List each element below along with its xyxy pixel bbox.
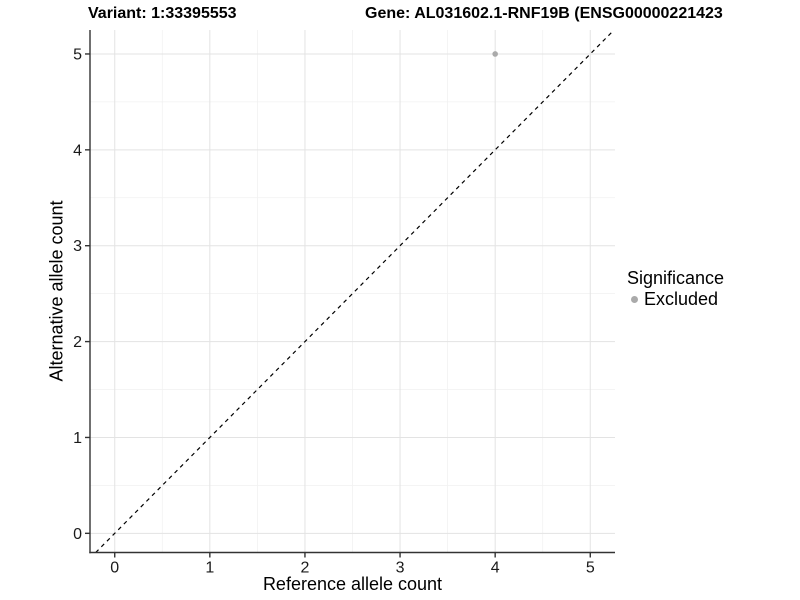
- y-axis-title: Alternative allele count: [46, 200, 67, 382]
- x-tick-label: 5: [586, 560, 595, 577]
- y-tick-label: 3: [73, 238, 82, 255]
- x-tick-label: 1: [205, 560, 214, 577]
- legend-title: Significance: [627, 268, 725, 288]
- y-tick-label: 2: [73, 334, 82, 351]
- x-axis-title: Reference allele count: [262, 574, 443, 594]
- x-tick-label: 0: [110, 560, 119, 577]
- x-tick-label: 3: [396, 560, 405, 577]
- legend-item-label: Excluded: [644, 289, 719, 309]
- x-tick-label: 2: [300, 560, 309, 577]
- legend-item-excluded: Excluded: [627, 289, 724, 310]
- y-tick-label: 0: [73, 526, 82, 543]
- variant-title: Variant: 1:33395553: [88, 5, 237, 22]
- gene-title: Gene: AL031602.1-RNF19B (ENSG00000221423: [365, 5, 723, 22]
- y-tick-label: 1: [73, 430, 82, 447]
- legend: Significance Excluded: [627, 269, 724, 310]
- x-tick-label: 4: [491, 560, 500, 577]
- identity-reference-line: [95, 29, 615, 553]
- data-point: [492, 51, 498, 57]
- y-tick-label: 5: [73, 46, 82, 63]
- legend-point-icon: [631, 296, 638, 303]
- y-tick-label: 4: [73, 142, 82, 159]
